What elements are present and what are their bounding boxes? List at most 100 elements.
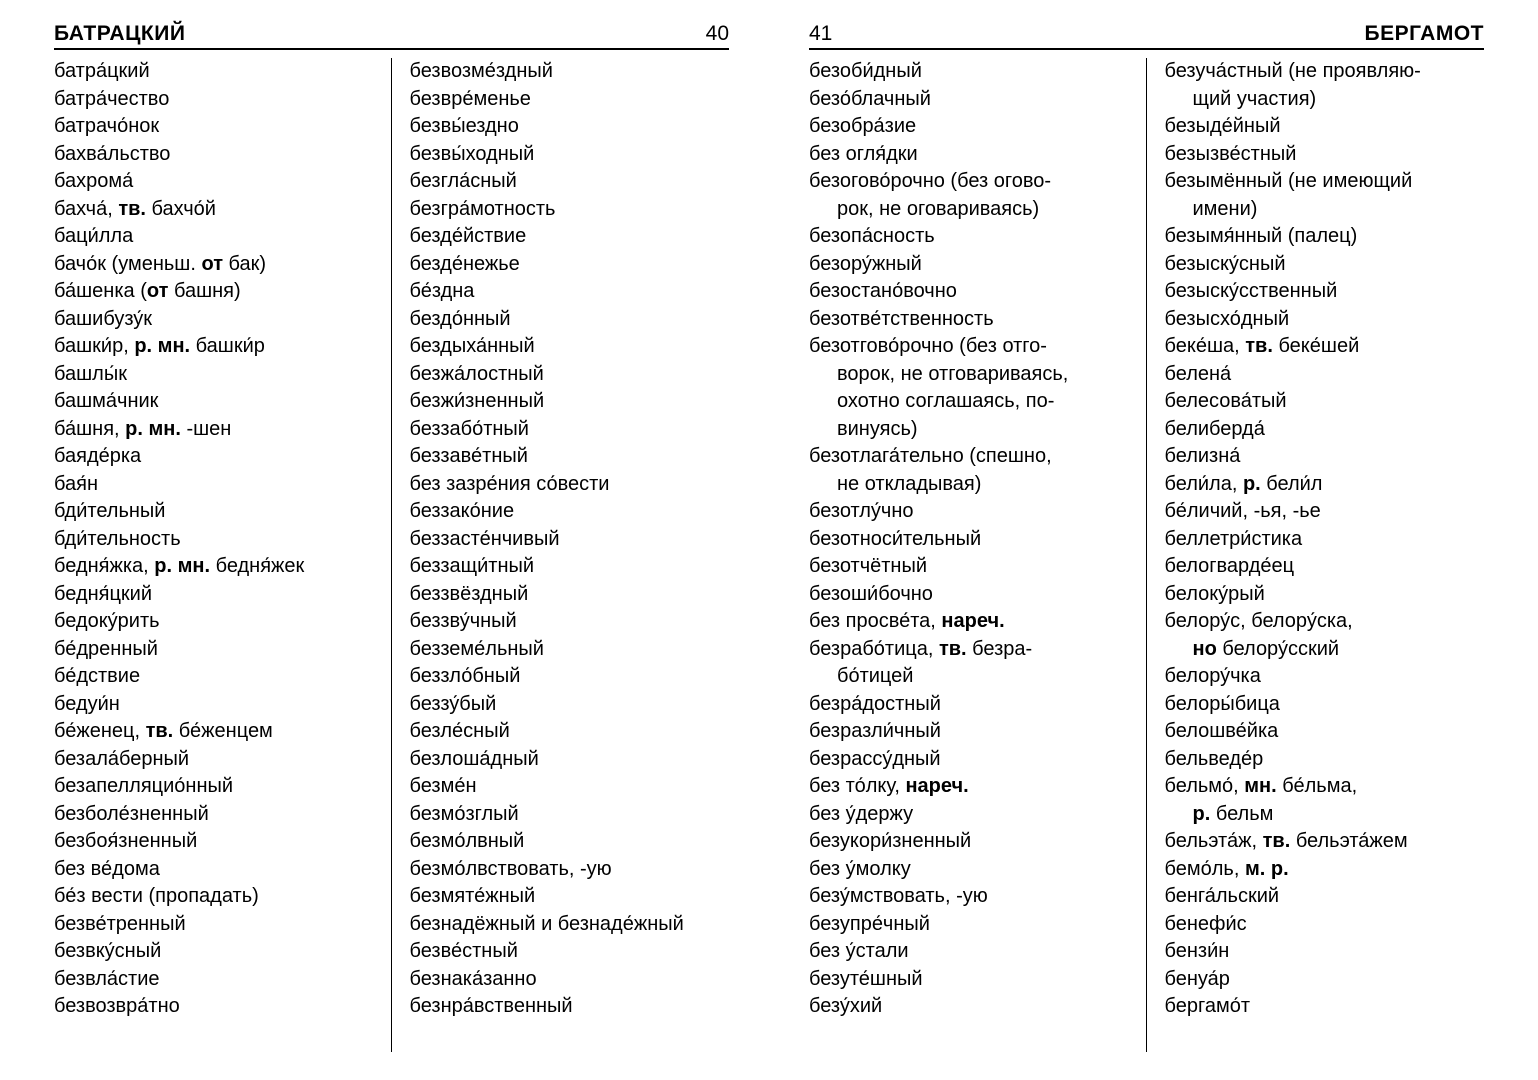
dictionary-entry: безотве́тственность	[809, 306, 1128, 334]
dictionary-entry: безбоя́зненный	[54, 828, 373, 856]
entry-continuation: ворок, не отговариваясь,	[809, 361, 1128, 389]
dictionary-entry: бе́личий, -ья, -ье	[1165, 498, 1485, 526]
dictionary-entry: беззако́ние	[410, 498, 730, 526]
entry-continuation: охотно соглашаясь, по-	[809, 388, 1128, 416]
dictionary-entry: бачо́к (уменьш. от бак)	[54, 251, 373, 279]
dictionary-entry: безразли́чный	[809, 718, 1128, 746]
dictionary-entry: бездыха́нный	[410, 333, 730, 361]
running-head-right: 41 БЕРГАМОТ	[809, 22, 1484, 50]
dictionary-entry: бе́з вести (пропадать)	[54, 883, 373, 911]
dictionary-entry: безвре́менье	[410, 86, 730, 114]
dictionary-entry: безу́мствовать, -ую	[809, 883, 1128, 911]
dictionary-entry: без у́держу	[809, 801, 1128, 829]
dictionary-entry: беке́ша, тв. беке́шей	[1165, 333, 1485, 361]
dictionary-entry: белена́	[1165, 361, 1485, 389]
dictionary-entry: батра́цкий	[54, 58, 373, 86]
dictionary-entry: бенефи́с	[1165, 911, 1485, 939]
dictionary-entry: безупре́чный	[809, 911, 1128, 939]
dictionary-entry: безнака́занно	[410, 966, 730, 994]
dictionary-entry: бе́здна	[410, 278, 730, 306]
dictionary-entry: бенуа́р	[1165, 966, 1485, 994]
dictionary-entry: безде́нежье	[410, 251, 730, 279]
dictionary-entry: бахва́льство	[54, 141, 373, 169]
dictionary-entry: батра́чество	[54, 86, 373, 114]
dictionary-entry: безвы́ездно	[410, 113, 730, 141]
dictionary-entry: беззасте́нчивый	[410, 526, 730, 554]
dictionary-entry: беззло́бный	[410, 663, 730, 691]
entry-continuation: винуясь)	[809, 416, 1128, 444]
dictionary-entry: безболе́зненный	[54, 801, 373, 829]
dictionary-entry: безымённый (не имеющий	[1165, 168, 1485, 196]
dictionary-entry: безобра́зие	[809, 113, 1128, 141]
right-col1: безоби́дныйбезо́блачныйбезобра́зиебез ог…	[809, 58, 1147, 1052]
dictionary-entry: без то́лку, нареч.	[809, 773, 1128, 801]
dictionary-entry: безо́блачный	[809, 86, 1128, 114]
dictionary-entry: белошве́йка	[1165, 718, 1485, 746]
dictionary-entry: без огля́дки	[809, 141, 1128, 169]
dictionary-entry: баяде́рка	[54, 443, 373, 471]
left-col1: батра́цкийбатра́чествобатрачо́нокбахва́л…	[54, 58, 392, 1052]
dictionary-entry: безызве́стный	[1165, 141, 1485, 169]
dictionary-entry: бедоку́рить	[54, 608, 373, 636]
dictionary-entry: белогварде́ец	[1165, 553, 1485, 581]
dictionary-entry: белоку́рый	[1165, 581, 1485, 609]
dictionary-entry: бе́женец, тв. бе́женцем	[54, 718, 373, 746]
dictionary-entry: бельмо́, мн. бе́льма,	[1165, 773, 1485, 801]
dictionary-entry: безукори́зненный	[809, 828, 1128, 856]
dictionary-entry: безжа́лостный	[410, 361, 730, 389]
dictionary-entry: белизна́	[1165, 443, 1485, 471]
dictionary-entry: бельведе́р	[1165, 746, 1485, 774]
dictionary-entry: безрабо́тица, тв. безра-	[809, 636, 1128, 664]
entry-continuation: не откладывая)	[809, 471, 1128, 499]
dictionary-entry: бе́дствие	[54, 663, 373, 691]
dictionary-entry: безапелляцио́нный	[54, 773, 373, 801]
dictionary-entry: бездо́нный	[410, 306, 730, 334]
book-spread: БАТРАЦКИЙ 40 батра́цкийбатра́чествобатра…	[0, 0, 1538, 1080]
dictionary-entry: башлы́к	[54, 361, 373, 389]
dictionary-entry: безмяте́жный	[410, 883, 730, 911]
dictionary-entry: безнадёжный и безнаде́жный	[410, 911, 730, 939]
dictionary-entry: башма́чник	[54, 388, 373, 416]
dictionary-entry: белоры́бица	[1165, 691, 1485, 719]
dictionary-entry: беззащи́тный	[410, 553, 730, 581]
entry-continuation: имени)	[1165, 196, 1485, 224]
dictionary-entry: безрассу́дный	[809, 746, 1128, 774]
dictionary-entry: безыде́йный	[1165, 113, 1485, 141]
dictionary-entry: безмо́лвствовать, -ую	[410, 856, 730, 884]
guide-word-left: БАТРАЦКИЙ	[54, 22, 185, 46]
dictionary-entry: бахрома́	[54, 168, 373, 196]
dictionary-entry: бедуи́н	[54, 691, 373, 719]
columns-right: безоби́дныйбезо́блачныйбезобра́зиебез ог…	[809, 58, 1484, 1052]
dictionary-entry: белесова́тый	[1165, 388, 1485, 416]
dictionary-entry: безогово́рочно (без огово-	[809, 168, 1128, 196]
dictionary-entry: безвла́стие	[54, 966, 373, 994]
dictionary-entry: безвозме́здный	[410, 58, 730, 86]
dictionary-entry: безгра́мотность	[410, 196, 730, 224]
dictionary-entry: бенга́льский	[1165, 883, 1485, 911]
dictionary-entry: беззвёздный	[410, 581, 730, 609]
dictionary-entry: бергамо́т	[1165, 993, 1485, 1021]
dictionary-entry: бедня́цкий	[54, 581, 373, 609]
dictionary-entry: бая́н	[54, 471, 373, 499]
dictionary-entry: без просве́та, нареч.	[809, 608, 1128, 636]
dictionary-entry: без ве́дома	[54, 856, 373, 884]
dictionary-entry: беззу́бый	[410, 691, 730, 719]
dictionary-entry: безра́достный	[809, 691, 1128, 719]
dictionary-entry: безгла́сный	[410, 168, 730, 196]
dictionary-entry: башки́р, р. мн. башки́р	[54, 333, 373, 361]
dictionary-entry: безде́йствие	[410, 223, 730, 251]
dictionary-entry: безопа́сность	[809, 223, 1128, 251]
dictionary-entry: безотлага́тельно (спешно,	[809, 443, 1128, 471]
dictionary-entry: бди́тельность	[54, 526, 373, 554]
dictionary-entry: безу́хий	[809, 993, 1128, 1021]
dictionary-entry: безоши́бочно	[809, 581, 1128, 609]
dictionary-entry: безуча́стный (не проявляю-	[1165, 58, 1485, 86]
right-col2: безуча́стный (не проявляю-щий участия)бе…	[1147, 58, 1485, 1052]
page-right: 41 БЕРГАМОТ безоби́дныйбезо́блачныйбезоб…	[769, 0, 1538, 1080]
dictionary-entry: бельэта́ж, тв. бельэта́жем	[1165, 828, 1485, 856]
dictionary-entry: бахча́, тв. бахчо́й	[54, 196, 373, 224]
left-col2: безвозме́здныйбезвре́меньебезвы́ездно без…	[392, 58, 730, 1052]
dictionary-entry: бемо́ль, м. р.	[1165, 856, 1485, 884]
page-number-left: 40	[706, 22, 729, 46]
dictionary-entry: безотгово́рочно (без отго-	[809, 333, 1128, 361]
